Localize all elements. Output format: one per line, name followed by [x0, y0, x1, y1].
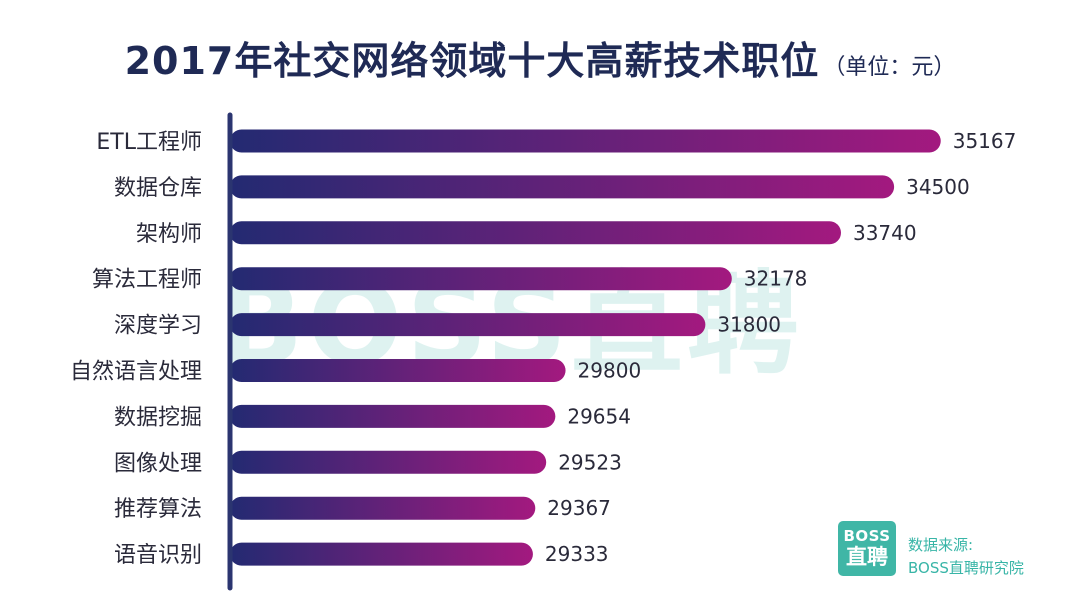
value-label: 35167	[953, 129, 1017, 153]
category-label: 深度学习	[114, 314, 202, 339]
chart-title-block: 2017年社交网络领域十大高薪技术职位 （单位：元）	[0, 30, 1080, 85]
category-label: 自然语言处理	[70, 360, 202, 385]
data-source: 数据来源: BOSS直聘研究院	[908, 534, 1024, 580]
unit-note: （单位：元）	[823, 55, 956, 80]
logo-line-1: BOSS	[843, 527, 891, 545]
value-label: 29333	[545, 542, 609, 566]
bar-5	[230, 359, 566, 382]
category-label: 图像处理	[114, 451, 202, 476]
bar-2	[230, 221, 841, 245]
category-label: ETL工程师	[96, 130, 202, 155]
bar-1	[230, 175, 895, 199]
bar-4	[230, 313, 706, 337]
bar-7	[230, 450, 547, 474]
brand-logo: BOSS 直聘	[838, 521, 896, 576]
value-label: 32178	[744, 267, 808, 291]
bar-8	[230, 496, 536, 520]
category-label: 算法工程师	[92, 268, 202, 293]
bar-6	[230, 404, 556, 428]
bar-0	[230, 129, 941, 153]
value-label: 33740	[853, 221, 917, 245]
bar-9	[230, 542, 533, 566]
value-label: 29367	[547, 496, 611, 520]
value-label: 31800	[717, 313, 781, 337]
category-label: 推荐算法	[114, 497, 202, 522]
category-label: 语音识别	[114, 543, 202, 568]
logo-line-2: 直聘	[846, 545, 888, 569]
category-label: 数据仓库	[114, 176, 202, 201]
chart-title: 2017年社交网络领域十大高薪技术职位	[124, 39, 820, 83]
category-label: 架构师	[136, 222, 202, 247]
category-label: 数据挖掘	[114, 405, 202, 430]
value-label: 29654	[567, 404, 631, 428]
value-label: 34500	[906, 175, 970, 199]
value-label: 29800	[578, 359, 642, 383]
source-name: BOSS直聘研究院	[908, 559, 1024, 577]
value-label: 29523	[558, 450, 622, 474]
bar-3	[230, 267, 732, 291]
source-label: 数据来源:	[908, 536, 974, 554]
